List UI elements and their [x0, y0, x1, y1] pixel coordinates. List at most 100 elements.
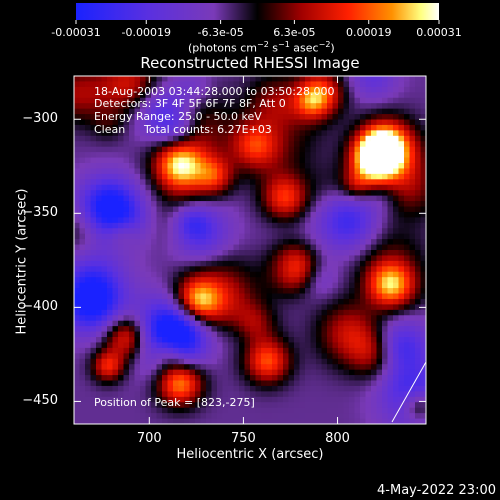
heatmap-cell — [173, 298, 180, 305]
heatmap-cell — [244, 114, 251, 121]
heatmap-cell — [151, 163, 158, 170]
heatmap-cell — [151, 195, 158, 202]
heatmap-cell — [250, 239, 257, 246]
heatmap-cell — [239, 239, 246, 246]
heatmap-cell — [74, 320, 81, 327]
heatmap-cell — [371, 103, 378, 110]
heatmap-cell — [283, 157, 290, 164]
heatmap-cell — [85, 331, 92, 338]
heatmap-cell — [90, 76, 97, 83]
heatmap-cell — [409, 119, 416, 126]
heatmap-cell — [118, 353, 125, 360]
heatmap-cell — [349, 331, 356, 338]
heatmap-cell — [244, 184, 251, 191]
heatmap-cell — [217, 418, 224, 424]
heatmap-cell — [371, 396, 378, 403]
heatmap-cell — [365, 233, 372, 240]
heatmap-cell — [228, 396, 235, 403]
heatmap-cell — [90, 211, 97, 218]
heatmap-cell — [415, 195, 422, 202]
heatmap-cell — [332, 369, 339, 376]
heatmap-cell — [277, 76, 284, 83]
heatmap-cell — [343, 86, 350, 93]
heatmap-cell — [211, 76, 218, 83]
heatmap-cell — [184, 233, 191, 240]
heatmap-cell — [321, 201, 328, 208]
heatmap-cell — [349, 353, 356, 360]
heatmap-cell — [415, 92, 422, 99]
heatmap-cell — [343, 141, 350, 148]
heatmap-cell — [233, 135, 240, 142]
heatmap-cell — [382, 347, 389, 354]
heatmap-cell — [118, 385, 125, 392]
heatmap-cell — [283, 326, 290, 333]
heatmap-cell — [255, 97, 262, 104]
heatmap-cell — [261, 81, 268, 88]
heatmap-cell — [266, 114, 273, 121]
heatmap-cell — [272, 326, 279, 333]
heatmap-cell — [145, 271, 152, 278]
heatmap-cell — [123, 135, 130, 142]
heatmap-cell — [338, 86, 345, 93]
heatmap-cell — [255, 331, 262, 338]
heatmap-cell — [261, 413, 268, 420]
heatmap-cell — [420, 358, 426, 365]
heatmap-cell — [398, 320, 405, 327]
heatmap-cell — [371, 97, 378, 104]
heatmap-cell — [195, 282, 202, 289]
heatmap-cell — [200, 233, 207, 240]
heatmap-cell — [118, 76, 125, 83]
heatmap-cell — [74, 157, 81, 164]
heatmap-cell — [167, 375, 174, 382]
heatmap-cell — [327, 353, 334, 360]
heatmap-cell — [233, 173, 240, 180]
heatmap-cell — [211, 407, 218, 414]
heatmap-cell — [156, 326, 163, 333]
heatmap-cell — [349, 157, 356, 164]
heatmap-cell — [360, 108, 367, 115]
heatmap-cell — [332, 391, 339, 398]
heatmap-cell — [184, 407, 191, 414]
heatmap-cell — [239, 337, 246, 344]
heatmap-cell — [162, 81, 169, 88]
heatmap-cell — [112, 168, 119, 175]
heatmap-cell — [167, 163, 174, 170]
heatmap-cell — [288, 309, 295, 316]
heatmap-cell — [200, 342, 207, 349]
heatmap-cell — [338, 385, 345, 392]
heatmap-cell — [195, 195, 202, 202]
heatmap-cell — [321, 163, 328, 170]
heatmap-cell — [332, 97, 339, 104]
heatmap-cell — [250, 108, 257, 115]
heatmap-cell — [151, 396, 158, 403]
heatmap-cell — [200, 304, 207, 311]
heatmap-cell — [244, 396, 251, 403]
heatmap-cell — [299, 396, 306, 403]
heatmap-cell — [107, 228, 114, 235]
heatmap-cell — [184, 375, 191, 382]
heatmap-cell — [382, 271, 389, 278]
heatmap-cell — [145, 309, 152, 316]
heatmap-cell — [404, 92, 411, 99]
heatmap-cell — [266, 402, 273, 409]
heatmap-cell — [228, 152, 235, 159]
heatmap-cell — [184, 418, 191, 424]
heatmap-cell — [151, 255, 158, 262]
heatmap-cell — [283, 385, 290, 392]
heatmap-cell — [162, 108, 169, 115]
heatmap-cell — [239, 222, 246, 229]
heatmap-cell — [376, 195, 383, 202]
heatmap-cell — [96, 385, 103, 392]
heatmap-cell — [200, 217, 207, 224]
heatmap-cell — [228, 369, 235, 376]
heatmap-cell — [393, 103, 400, 110]
heatmap-cell — [112, 244, 119, 251]
heatmap-cell — [277, 124, 284, 131]
heatmap-cell — [79, 391, 86, 398]
heatmap-cell — [387, 277, 394, 284]
heatmap-cell — [112, 347, 119, 354]
heatmap-cell — [118, 222, 125, 229]
heatmap-cell — [310, 81, 317, 88]
heatmap-cell — [173, 347, 180, 354]
heatmap-cell — [123, 206, 130, 213]
